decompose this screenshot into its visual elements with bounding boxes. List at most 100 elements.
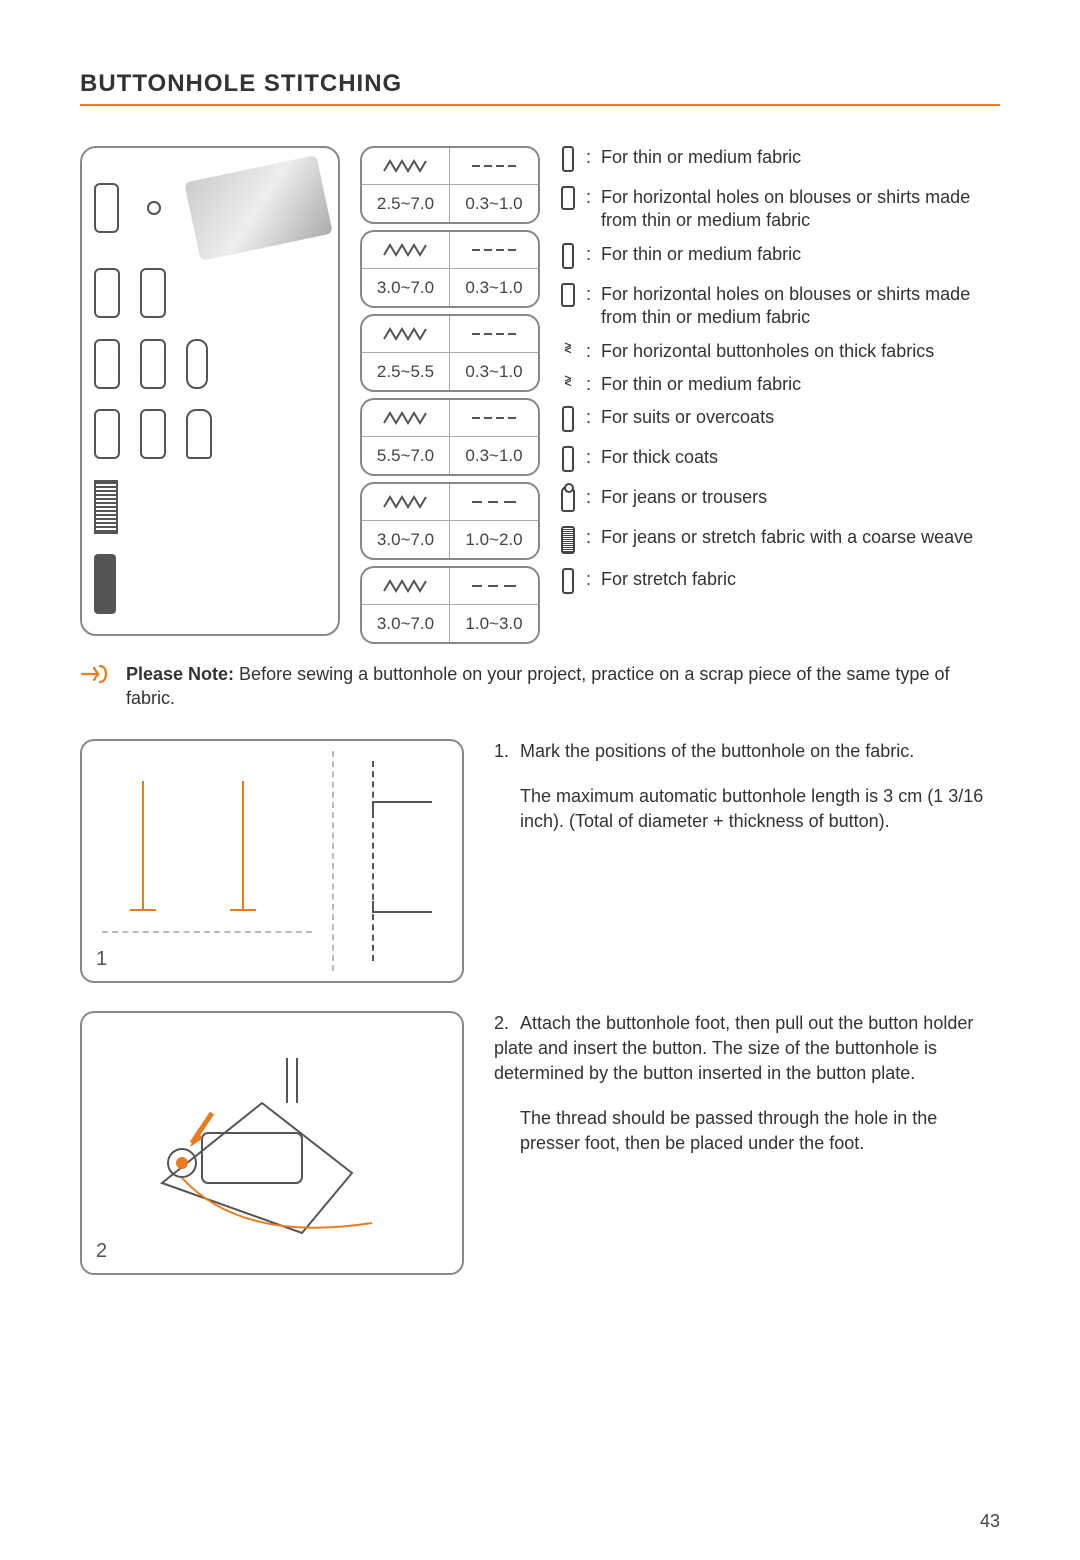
bh-glyph-icon xyxy=(560,283,576,311)
type-text: For jeans or stretch fabric with a coars… xyxy=(601,526,973,549)
type-text: For jeans or trousers xyxy=(601,486,767,509)
setting-box-1: 2.5~7.0 0.3~1.0 xyxy=(360,146,540,224)
setting-box-5: 3.0~7.0 1.0~2.0 xyxy=(360,482,540,560)
type-text: For thin or medium fabric xyxy=(601,373,801,396)
type-text: For horizontal holes on blouses or shirt… xyxy=(601,283,1000,330)
bh-style-3c-icon xyxy=(186,339,208,389)
bh-style-1-icon xyxy=(94,183,119,233)
zigzag-icon xyxy=(362,316,450,353)
please-note: Please Note: Before sewing a buttonhole … xyxy=(80,662,1000,711)
page-number: 43 xyxy=(980,1511,1000,1532)
bh-glyph-icon xyxy=(560,146,576,176)
dash-icon xyxy=(450,484,538,521)
page-root: BUTTONHOLE STITCHING xyxy=(0,0,1080,1560)
type-text: For stretch fabric xyxy=(601,568,736,591)
step-2-p2: The thread should be passed through the … xyxy=(494,1106,1000,1156)
type-item: :For jeans or trousers xyxy=(560,486,1000,516)
width-value: 2.5~5.5 xyxy=(362,353,450,390)
type-item: :For jeans or stretch fabric with a coar… xyxy=(560,526,1000,558)
zigzag-icon xyxy=(362,400,450,437)
type-item: ≷:For thin or medium fabric xyxy=(560,373,1000,396)
bh-glyph-icon xyxy=(560,406,576,436)
step-1-p2: The maximum automatic buttonhole length … xyxy=(494,784,1000,834)
type-text: For thick coats xyxy=(601,446,718,469)
bh-style-4c-icon xyxy=(186,409,212,459)
step-number: 1. xyxy=(494,739,520,764)
presser-foot-icon xyxy=(142,1043,382,1243)
bh-style-4b-icon xyxy=(140,409,166,459)
width-value: 3.0~7.0 xyxy=(362,605,450,642)
diagram-number: 2 xyxy=(96,1240,107,1263)
bh-style-3a-icon xyxy=(94,339,120,389)
step-1: 1 1.Mark the positions of the buttonhole… xyxy=(80,739,1000,983)
zigzag-icon xyxy=(362,568,450,605)
note-hand-icon xyxy=(80,662,112,686)
setting-box-3: 2.5~5.5 0.3~1.0 xyxy=(360,314,540,392)
type-item: :For stretch fabric xyxy=(560,568,1000,598)
bh-glyph-icon: ≷ xyxy=(562,373,573,387)
bh-style-2b-icon xyxy=(140,268,166,318)
step-2: 2 2.Attach the buttonhole foot, then pul… xyxy=(80,1011,1000,1275)
step-2-p1: Attach the buttonhole foot, then pull ou… xyxy=(494,1013,973,1083)
length-value: 0.3~1.0 xyxy=(450,437,538,474)
setting-box-2: 3.0~7.0 0.3~1.0 xyxy=(360,230,540,308)
top-section: 2.5~7.0 0.3~1.0 3.0~7.0 0.3~1.0 2.5~5.5 … xyxy=(80,146,1000,644)
foot-dot-icon xyxy=(147,201,161,215)
settings-column: 2.5~7.0 0.3~1.0 3.0~7.0 0.3~1.0 2.5~5.5 … xyxy=(360,146,540,644)
step-1-diagram: 1 xyxy=(80,739,464,983)
width-value: 5.5~7.0 xyxy=(362,437,450,474)
setting-box-6: 3.0~7.0 1.0~3.0 xyxy=(360,566,540,644)
bh-style-2a-icon xyxy=(94,268,120,318)
setting-box-4: 5.5~7.0 0.3~1.0 xyxy=(360,398,540,476)
note-text: Please Note: Before sewing a buttonhole … xyxy=(126,662,1000,711)
width-value: 3.0~7.0 xyxy=(362,521,450,558)
length-value: 0.3~1.0 xyxy=(450,269,538,306)
note-label: Please Note: xyxy=(126,664,234,684)
type-item: :For thin or medium fabric xyxy=(560,146,1000,176)
buttonhole-styles-diagram xyxy=(80,146,340,636)
bh-style-5-icon xyxy=(94,480,118,534)
type-item: :For suits or overcoats xyxy=(560,406,1000,436)
dash-icon xyxy=(450,400,538,437)
bh-style-3b-icon xyxy=(140,339,166,389)
step-1-p1: Mark the positions of the buttonhole on … xyxy=(520,741,914,761)
type-text: For horizontal buttonholes on thick fabr… xyxy=(601,340,934,363)
step-2-diagram: 2 xyxy=(80,1011,464,1275)
type-text: For horizontal holes on blouses or shirt… xyxy=(601,186,1000,233)
dash-icon xyxy=(450,148,538,185)
bh-glyph-icon: ≷ xyxy=(562,340,573,354)
length-value: 0.3~1.0 xyxy=(450,185,538,222)
type-text: For thin or medium fabric xyxy=(601,146,801,169)
zigzag-icon xyxy=(362,148,450,185)
dash-icon xyxy=(450,316,538,353)
bh-glyph-icon xyxy=(560,568,576,598)
type-item: :For horizontal holes on blouses or shir… xyxy=(560,186,1000,233)
dash-icon xyxy=(450,232,538,269)
step-1-text: 1.Mark the positions of the buttonhole o… xyxy=(494,739,1000,983)
length-value: 1.0~3.0 xyxy=(450,605,538,642)
type-text: For thin or medium fabric xyxy=(601,243,801,266)
bh-style-6-icon xyxy=(94,554,116,614)
type-item: :For horizontal holes on blouses or shir… xyxy=(560,283,1000,330)
diagram-number: 1 xyxy=(96,948,107,971)
length-value: 1.0~2.0 xyxy=(450,521,538,558)
bh-glyph-icon xyxy=(560,526,576,558)
width-value: 3.0~7.0 xyxy=(362,269,450,306)
step-number: 2. xyxy=(494,1011,520,1036)
buttonhole-type-list: :For thin or medium fabric :For horizont… xyxy=(560,146,1000,644)
bh-glyph-icon xyxy=(560,486,576,516)
buttonhole-foot-icon xyxy=(184,155,333,261)
zigzag-icon xyxy=(362,232,450,269)
type-text: For suits or overcoats xyxy=(601,406,774,429)
bh-glyph-icon xyxy=(560,243,576,273)
bh-style-4a-icon xyxy=(94,409,120,459)
note-body: Before sewing a buttonhole on your proje… xyxy=(126,664,949,708)
type-item: :For thin or medium fabric xyxy=(560,243,1000,273)
type-item: ≷:For horizontal buttonholes on thick fa… xyxy=(560,340,1000,363)
zigzag-icon xyxy=(362,484,450,521)
bh-glyph-icon xyxy=(560,446,576,476)
page-title: BUTTONHOLE STITCHING xyxy=(80,70,1000,106)
bh-glyph-icon xyxy=(560,186,576,214)
width-value: 2.5~7.0 xyxy=(362,185,450,222)
dash-icon xyxy=(450,568,538,605)
